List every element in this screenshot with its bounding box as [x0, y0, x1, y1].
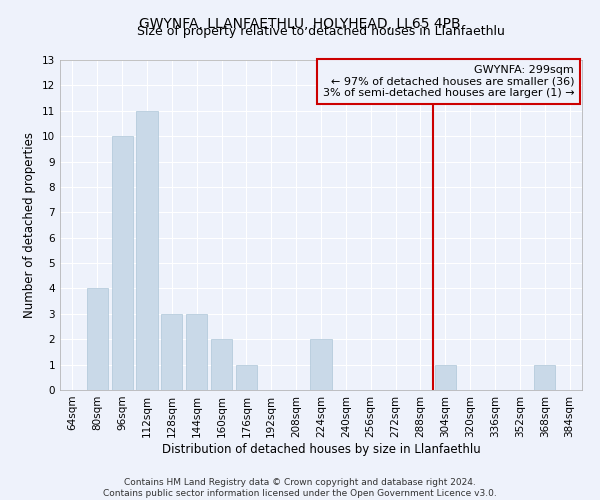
Bar — [186, 314, 207, 390]
Bar — [534, 364, 555, 390]
Bar — [87, 288, 108, 390]
Text: Contains HM Land Registry data © Crown copyright and database right 2024.
Contai: Contains HM Land Registry data © Crown c… — [103, 478, 497, 498]
X-axis label: Distribution of detached houses by size in Llanfaethlu: Distribution of detached houses by size … — [161, 442, 481, 456]
Bar — [236, 364, 257, 390]
Bar — [435, 364, 456, 390]
Bar — [112, 136, 133, 390]
Text: GWYNFA: 299sqm
← 97% of detached houses are smaller (36)
3% of semi-detached hou: GWYNFA: 299sqm ← 97% of detached houses … — [323, 65, 574, 98]
Y-axis label: Number of detached properties: Number of detached properties — [23, 132, 37, 318]
Bar — [310, 339, 332, 390]
Bar — [211, 339, 232, 390]
Bar — [161, 314, 182, 390]
Text: GWYNFA, LLANFAETHLU, HOLYHEAD, LL65 4PB: GWYNFA, LLANFAETHLU, HOLYHEAD, LL65 4PB — [139, 18, 461, 32]
Bar — [136, 111, 158, 390]
Title: Size of property relative to detached houses in Llanfaethlu: Size of property relative to detached ho… — [137, 25, 505, 38]
